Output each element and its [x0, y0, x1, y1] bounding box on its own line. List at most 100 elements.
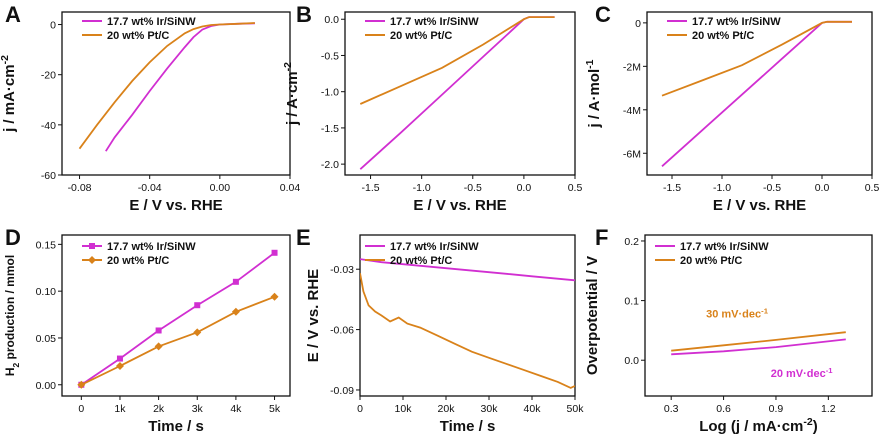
- legend-label: 17.7 wt% Ir/SiNW: [107, 16, 196, 28]
- y-tick-label: 0: [50, 20, 56, 32]
- x-tick-label: -0.04: [138, 182, 162, 194]
- slope-annotation: 20 mV·dec-1: [771, 365, 834, 380]
- x-tick-label: 0.5: [568, 182, 583, 194]
- legend-label: 20 wt% Pt/C: [107, 30, 169, 42]
- legend-marker: [89, 243, 95, 249]
- x-tick-label: 0.9: [769, 403, 784, 415]
- panel-e: E 0 10k 20k 30k 40k 50k -0.03 -0.06 -0.09 Time / s…: [296, 225, 584, 435]
- x-tick-label: 0.6: [716, 403, 731, 415]
- series-line: [359, 16, 555, 105]
- legend-label: 17.7 wt% Ir/SiNW: [107, 241, 196, 253]
- legend: 17.7 wt% Ir/SiNW 20 wt% Pt/C: [82, 241, 196, 267]
- y-axis-label: H2 production / mmol: [3, 255, 21, 376]
- plot-frame: [644, 234, 873, 397]
- legend-label: 20 wt% Pt/C: [107, 255, 169, 267]
- panel-d: D 0 1k 2k 3k 4k 5k 0.00 0.05 0.10 0.15 Time / s H2 p…: [3, 225, 291, 435]
- x-axis-label: E / V vs. RHE: [413, 197, 506, 214]
- series-line: [80, 295, 275, 386]
- data-point: [271, 249, 278, 256]
- y-axis-label: j / mA·cm-2: [0, 55, 18, 133]
- data-point: [155, 327, 162, 334]
- y-tick-label: -0.09: [330, 385, 354, 397]
- x-tick-label: 1.2: [821, 403, 836, 415]
- x-tick-label: 20k: [438, 403, 456, 415]
- x-tick-label: 10k: [395, 403, 413, 415]
- y-tick-label: -20: [41, 70, 56, 82]
- y-axis-label: E / V vs. RHE: [305, 269, 322, 362]
- legend-label: 20 wt% Pt/C: [390, 255, 452, 267]
- y-axis-label: j / A·mol-1: [584, 59, 603, 128]
- panel-letter: D: [5, 225, 21, 250]
- y-tick-label: -2.0: [321, 159, 339, 171]
- x-tick-label: -1.0: [413, 182, 431, 194]
- x-tick-label: -1.5: [362, 182, 380, 194]
- data-point: [116, 355, 123, 362]
- x-tick-label: 0.0: [815, 182, 830, 194]
- x-axis-label: E / V vs. RHE: [713, 197, 806, 214]
- series-line: [78, 22, 255, 150]
- legend-label: 17.7 wt% Ir/SiNW: [390, 241, 479, 253]
- plot-frame: [344, 11, 576, 176]
- x-tick-label: 40k: [524, 403, 542, 415]
- y-tick-label: -6M: [623, 148, 641, 160]
- data-point: [194, 302, 201, 309]
- y-tick-label: 0.1: [624, 296, 639, 308]
- y-tick-label: -4M: [623, 105, 641, 117]
- y-tick-label: 0.00: [36, 380, 57, 392]
- x-tick-label: 0: [78, 403, 84, 415]
- data-point: [193, 328, 202, 337]
- panel-a: A -0.08 -0.04 0.00 0.04 0 -20 -40 -60 E / V vs. R…: [0, 2, 300, 214]
- legend: 17.7 wt% Ir/SiNW 20 wt% Pt/C: [365, 241, 479, 267]
- x-tick-label: 2k: [153, 403, 165, 415]
- data-point: [115, 362, 124, 371]
- x-tick-label: 4k: [230, 403, 242, 415]
- series-line: [661, 20, 852, 97]
- legend-label: 17.7 wt% Ir/SiNW: [680, 241, 769, 253]
- y-tick-label: 0.10: [36, 286, 57, 298]
- plot-frame: [61, 234, 291, 397]
- y-tick-label: 0: [635, 18, 641, 30]
- series-line: [80, 252, 276, 386]
- series-line: [360, 258, 575, 282]
- legend-label: 17.7 wt% Ir/SiNW: [692, 16, 781, 28]
- panel-letter: A: [5, 2, 21, 27]
- panel-letter: E: [296, 225, 311, 250]
- y-tick-label: -1.0: [321, 87, 339, 99]
- x-axis-label: Time / s: [440, 418, 496, 435]
- series-line: [671, 338, 846, 356]
- x-axis-label: Time / s: [148, 418, 204, 435]
- panel-letter: F: [595, 225, 608, 250]
- plot-frame: [359, 234, 576, 397]
- legend-label: 17.7 wt% Ir/SiNW: [390, 16, 479, 28]
- y-tick-label: 0.05: [36, 333, 57, 345]
- x-tick-label: 50k: [567, 403, 585, 415]
- panel-f: F 0.3 0.6 0.9 1.2 0.0 0.1 0.2 Log (j / mA·cm-2) O…: [584, 225, 873, 435]
- legend: 17.7 wt% Ir/SiNW 20 wt% Pt/C: [82, 16, 196, 42]
- y-tick-label: -1.5: [321, 123, 339, 135]
- y-tick-label: -60: [41, 170, 56, 182]
- y-tick-label: -0.03: [330, 264, 354, 276]
- x-axis-label: E / V vs. RHE: [129, 197, 222, 214]
- x-tick-label: 3k: [192, 403, 204, 415]
- legend-label: 20 wt% Pt/C: [692, 30, 754, 42]
- x-tick-label: 5k: [269, 403, 281, 415]
- series-line: [661, 20, 852, 167]
- x-tick-label: 1k: [114, 403, 126, 415]
- data-point: [231, 307, 240, 316]
- panel-letter: C: [595, 2, 611, 27]
- x-tick-label: 0.00: [210, 182, 231, 194]
- y-tick-label: 0.0: [624, 355, 639, 367]
- x-tick-label: 0.0: [517, 182, 532, 194]
- x-tick-label: -0.5: [763, 182, 781, 194]
- legend: 17.7 wt% Ir/SiNW 20 wt% Pt/C: [655, 241, 769, 267]
- y-tick-label: -40: [41, 120, 56, 132]
- y-tick-label: -0.06: [330, 325, 354, 337]
- y-tick-label: -0.5: [321, 50, 339, 62]
- series-line: [671, 331, 846, 352]
- x-tick-label: -0.5: [464, 182, 482, 194]
- x-tick-label: -1.5: [663, 182, 681, 194]
- x-axis-label: Log (j / mA·cm-2): [699, 416, 818, 435]
- x-tick-label: 30k: [481, 403, 499, 415]
- x-tick-label: -1.0: [713, 182, 731, 194]
